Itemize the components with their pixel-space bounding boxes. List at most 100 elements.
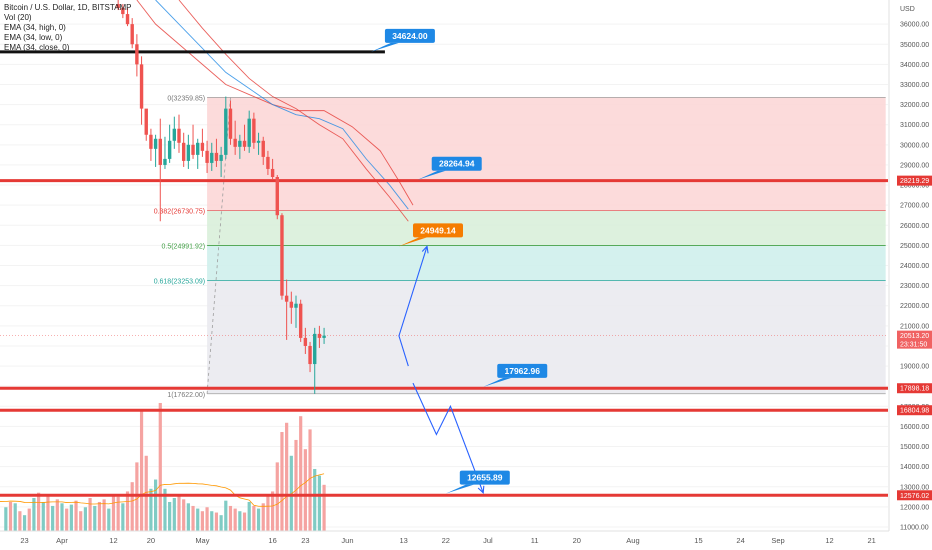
projection-down-arrow	[412, 382, 484, 493]
price-tick-label: 34000.00	[900, 62, 929, 69]
time-tick-label: 16	[268, 536, 276, 545]
price-tick-label: 29000.00	[900, 162, 929, 169]
volume-bar	[121, 503, 125, 535]
candle-body	[313, 333, 317, 365]
legend-ema-high[interactable]: EMA (34, high, 0)	[4, 23, 66, 32]
candle-body	[149, 134, 153, 149]
candle-body	[242, 140, 247, 147]
candle-body	[275, 177, 279, 216]
volume-bar	[219, 515, 223, 535]
candle-body	[214, 152, 219, 161]
fib-level-label: 0.382(26730.75)	[154, 209, 205, 216]
volume-bar	[285, 422, 289, 535]
volume-bar	[88, 498, 92, 535]
price-callout	[431, 156, 482, 171]
legend-ema-low[interactable]: EMA (34, low, 0)	[4, 33, 63, 42]
callout-pointer	[370, 42, 399, 52]
time-tick-label: Jun	[341, 536, 353, 545]
time-tick-label: 22	[442, 536, 450, 545]
volume-bar	[69, 504, 73, 535]
price-tick-label: 15000.00	[900, 444, 929, 451]
candle-body	[284, 295, 289, 302]
volume-bar	[303, 449, 307, 535]
price-callout-label: 28264.94	[439, 159, 475, 169]
candle-body	[303, 337, 308, 346]
candle-body	[224, 108, 228, 155]
price-tick-label: 35000.00	[900, 42, 929, 49]
candle-body	[135, 44, 139, 65]
price-callout-label: 12655.89	[467, 473, 503, 483]
fib-level-label: 0.5(24991.92)	[161, 244, 205, 251]
volume-bar	[37, 492, 41, 535]
candle-body	[139, 64, 144, 109]
volume-bar	[163, 488, 167, 535]
candle-body	[130, 24, 134, 45]
candle-body	[205, 150, 209, 163]
volume-bar	[191, 505, 195, 535]
volume-bar	[18, 511, 22, 535]
volume-bar	[224, 500, 228, 535]
price-axis-badge-label: 28219.29	[900, 178, 929, 185]
candle-body	[233, 138, 237, 147]
price-tick-label: 11000.00	[900, 524, 929, 531]
candle-body	[153, 138, 158, 149]
candle-body	[219, 154, 223, 161]
volume-bar	[233, 508, 237, 535]
price-callout	[384, 28, 435, 43]
volume-bar	[139, 409, 144, 535]
volume-bar	[200, 511, 204, 535]
price-callout	[459, 470, 510, 485]
volume-bar	[266, 495, 270, 535]
price-tick-label: 12000.00	[900, 504, 929, 511]
volume-bar	[22, 515, 27, 535]
volume-bar	[125, 491, 130, 535]
volume-bar	[252, 505, 256, 535]
projection-up-arrow	[398, 246, 428, 367]
volume-bar	[41, 501, 45, 535]
volume-bar	[196, 508, 200, 535]
chart-legend: Bitcoin / U.S. Dollar, 1D, BITSTAMP Vol …	[4, 3, 131, 53]
price-axis-badge-label: 16804.98	[900, 408, 929, 415]
time-tick-label: 21	[867, 536, 875, 545]
callout-pointer	[417, 170, 446, 180]
price-tick-label: 22000.00	[900, 303, 929, 310]
volume-bar	[322, 484, 326, 535]
price-callout-label: 24949.14	[420, 225, 456, 235]
volume-bar	[130, 482, 134, 535]
candle-body	[238, 140, 242, 147]
time-tick-label: 20	[573, 536, 581, 545]
candle-body	[167, 140, 172, 159]
volume-bar	[247, 501, 251, 535]
projection-up-arrow-arrowhead	[421, 245, 429, 254]
price-tick-label: 30000.00	[900, 142, 929, 149]
volume-bar	[205, 507, 209, 535]
price-axis-badge	[897, 405, 932, 416]
callout-pointer	[445, 484, 474, 494]
candle-body	[317, 333, 322, 338]
volume-bar	[182, 499, 186, 535]
volume-bar	[317, 475, 321, 535]
price-callout	[413, 223, 463, 238]
price-callout-label: 34624.00	[392, 31, 428, 41]
volume-bar	[65, 508, 69, 535]
candle-body	[322, 335, 326, 338]
fib-zone	[207, 210, 886, 246]
volume-bar	[186, 503, 190, 535]
volume-bar	[79, 511, 83, 535]
legend-volume[interactable]: Vol (20)	[4, 13, 32, 22]
volume-bar	[228, 505, 233, 535]
callout-pointer	[398, 237, 427, 247]
legend-symbol[interactable]: Bitcoin / U.S. Dollar, 1D, BITSTAMP	[4, 3, 132, 12]
candle-body	[256, 140, 261, 143]
volume-bar	[55, 499, 59, 535]
candle-body	[266, 156, 270, 169]
price-tick-label: 19000.00	[900, 364, 929, 371]
price-axis-badge	[897, 490, 932, 501]
volume-bar	[83, 507, 87, 535]
legend-ema-close[interactable]: EMA (34, close, 0)	[4, 43, 70, 52]
candle-body	[177, 128, 181, 143]
projection-down-arrow-arrowhead	[477, 485, 485, 494]
candle-body	[191, 144, 195, 155]
price-axis-badge-label: 17898.18	[900, 386, 929, 393]
